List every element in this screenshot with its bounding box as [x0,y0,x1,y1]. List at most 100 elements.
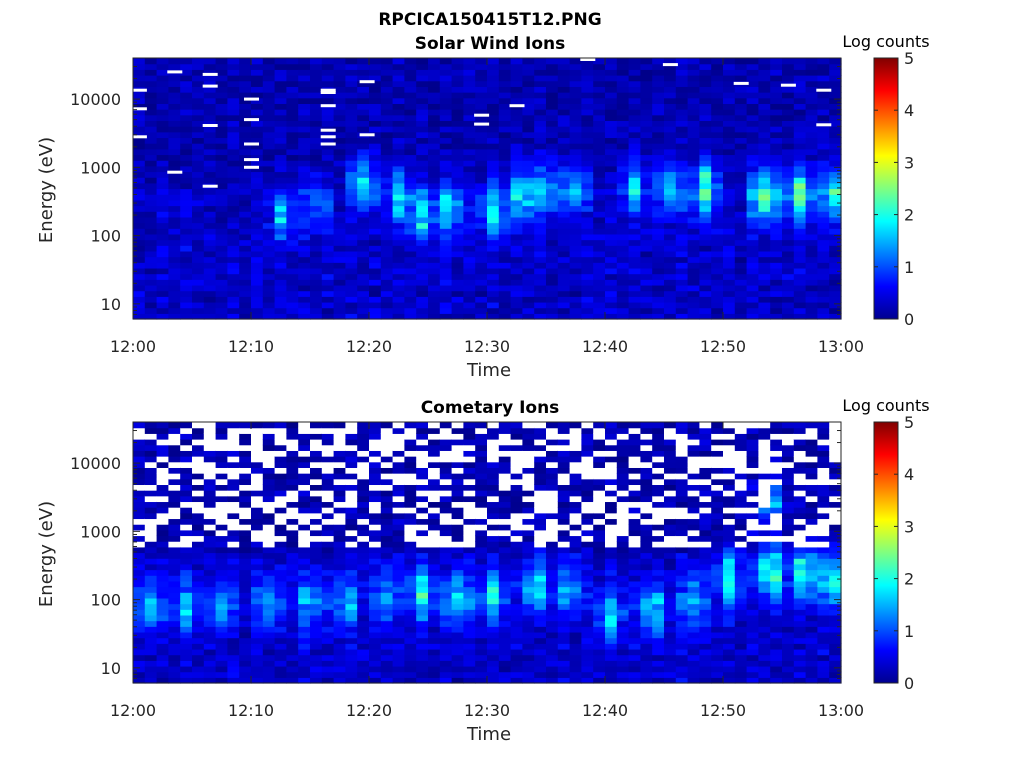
heatmap-cell [321,290,335,297]
heatmap-cell [605,284,618,292]
heatmap-cell [357,228,370,235]
heatmap-cell [487,563,500,571]
heatmap-cell [522,620,535,627]
heatmap-cell [239,518,252,525]
heatmap-cell [746,86,759,93]
heatmap-cell [487,301,500,309]
heatmap-cell [227,211,240,218]
heatmap-cell [498,148,512,156]
heatmap-cell [239,456,252,463]
heatmap-cell [664,97,677,104]
heatmap-cell [522,97,535,104]
heatmap-cell [144,245,158,252]
heatmap-cell [239,512,252,520]
heatmap-cell [428,478,441,486]
heatmap-cell [345,245,358,252]
heatmap-cell [215,211,228,218]
heatmap-cell [262,529,276,537]
heatmap-cell [192,603,205,610]
heatmap-cell [498,114,512,122]
heatmap-cell [628,620,641,627]
heatmap-cell [510,563,523,571]
heatmap-cell [251,120,264,127]
heatmap-cell [498,109,512,116]
heatmap-cell [616,160,630,167]
heatmap-cell [298,648,311,656]
heatmap-cell [557,58,571,65]
heatmap-cell [239,63,252,70]
heatmap-cell [321,654,335,661]
heatmap-cell [404,552,417,559]
heatmap-cell [310,313,323,320]
heatmap-cell [498,439,512,446]
heatmap-cell [439,177,453,184]
heatmap-cell [546,86,559,93]
heatmap-cell [451,507,464,514]
heatmap-cell [133,245,146,252]
heatmap-cell [451,131,464,139]
heatmap-cell [274,188,287,195]
heatmap-cell [203,165,217,173]
heatmap-cell [156,422,169,429]
heatmap-cell [640,97,653,104]
heatmap-cell [487,586,500,593]
heatmap-cell [805,126,818,133]
heatmap-cell [522,154,535,161]
heatmap-cell [487,171,500,178]
heatmap-cell [404,290,417,297]
heatmap-cell [534,501,547,508]
heatmap-cell [711,143,724,150]
heatmap-cell [522,609,535,616]
heatmap-cell [239,228,252,235]
heatmap-cell [369,143,382,150]
heatmap-cell [369,126,382,133]
heatmap-cell [286,137,299,144]
heatmap-cell [652,69,665,76]
heatmap-cell [380,143,394,150]
heatmap-cell [310,648,323,656]
heatmap-cell [546,171,559,178]
heatmap-cell [321,120,335,127]
heatmap-cell [180,307,193,314]
heatmap-cell [416,524,429,531]
heatmap-cell [298,80,311,87]
heatmap-cell [557,273,571,280]
heatmap-cell [380,524,394,531]
heatmap-cell [321,558,335,565]
heatmap-cell [451,239,464,246]
heatmap-cell [239,262,252,269]
heatmap-cell [593,228,606,235]
heatmap-cell [321,97,335,104]
heatmap-cell [156,307,169,314]
heatmap-cell [251,165,264,173]
heatmap-cell [416,467,429,474]
heatmap-cell [156,137,169,144]
heatmap-cell [192,182,205,190]
heatmap-cell [428,103,441,110]
heatmap-cell [392,439,405,446]
heatmap-cell [192,86,205,93]
heatmap-cell [168,660,181,667]
heatmap-cell [251,126,264,133]
heatmap-cell [416,222,429,229]
heatmap-cell [274,160,287,167]
saturated-mark [244,118,259,122]
heatmap-cell [262,456,276,463]
heatmap-cell [345,501,358,508]
heatmap-cell [640,137,653,144]
heatmap-cell [251,307,264,314]
heatmap-cell [569,541,582,548]
heatmap-cell [534,228,547,235]
heatmap-cell [404,182,417,190]
heatmap-cell [392,546,405,554]
heatmap-cell [380,80,394,87]
heatmap-cell [251,478,264,486]
heatmap-cell [652,154,665,161]
heatmap-cell [262,262,276,269]
heatmap-cell [286,160,299,167]
heatmap-cell [345,654,358,661]
heatmap-cell [239,301,252,309]
heatmap-cell [487,637,500,644]
heatmap-cell [569,603,582,610]
heatmap-cell [711,103,724,110]
